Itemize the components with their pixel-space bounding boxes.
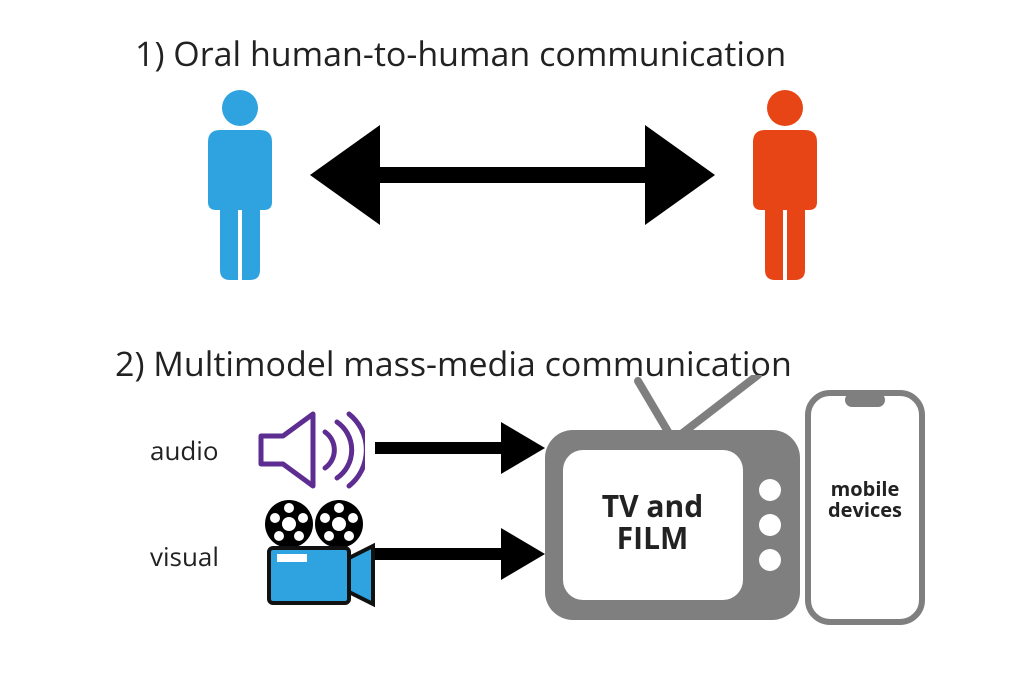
infographic-stage: { "type": "infographic", "canvas": { "wi…	[0, 0, 1024, 683]
person-icon-right	[740, 88, 830, 288]
phone-label: mobile devices	[815, 478, 915, 520]
arrow-visual-icon	[375, 528, 545, 580]
person-icon-left	[195, 88, 285, 288]
arrow-audio-icon	[375, 422, 545, 474]
audio-label: audio	[150, 432, 219, 468]
double-arrow-icon	[310, 125, 715, 225]
tv-label: TV and FILM	[575, 490, 730, 553]
tv-antenna-icon	[630, 375, 780, 435]
visual-label: visual	[150, 538, 219, 574]
tv-label-line2: FILM	[617, 517, 689, 558]
section1-title: 1) Oral human-to-human communication	[135, 30, 786, 76]
phone-label-line2: devices	[828, 496, 902, 523]
film-camera-icon	[255, 498, 375, 613]
speaker-icon	[255, 410, 365, 490]
